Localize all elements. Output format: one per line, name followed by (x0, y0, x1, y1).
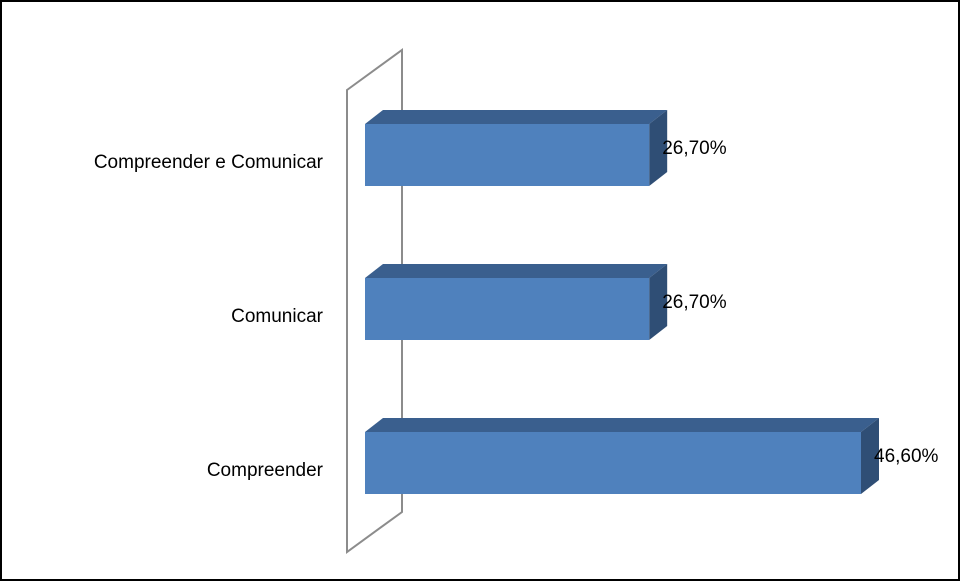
value-label-compreender-e-comunicar: 26,70% (662, 138, 727, 159)
category-label-compreender: Compreender (207, 460, 324, 481)
bar-compreender-e-comunicar (365, 124, 650, 186)
bar-top-compreender (365, 418, 879, 432)
bar-compreender (365, 432, 861, 494)
bar-side-comunicar (649, 264, 668, 340)
category-label-compreender-e-comunicar: Compreender e Comunicar (94, 152, 324, 173)
bar-comunicar (365, 278, 650, 340)
axis-wall (346, 48, 403, 554)
category-label-comunicar: Comunicar (231, 306, 324, 327)
bar-side-compreender-e-comunicar (649, 110, 668, 186)
bars-group (365, 110, 879, 494)
value-label-compreender: 46,60% (874, 446, 939, 467)
bar-top-comunicar (365, 264, 668, 278)
axis-wall-outline (346, 48, 403, 554)
bar-side-compreender (861, 418, 879, 494)
labels-group: Compreender e Comunicar 26,70% Comunicar 26… (94, 138, 939, 481)
bar-top-compreender-e-comunicar (365, 110, 668, 124)
value-label-comunicar: 26,70% (662, 292, 727, 313)
